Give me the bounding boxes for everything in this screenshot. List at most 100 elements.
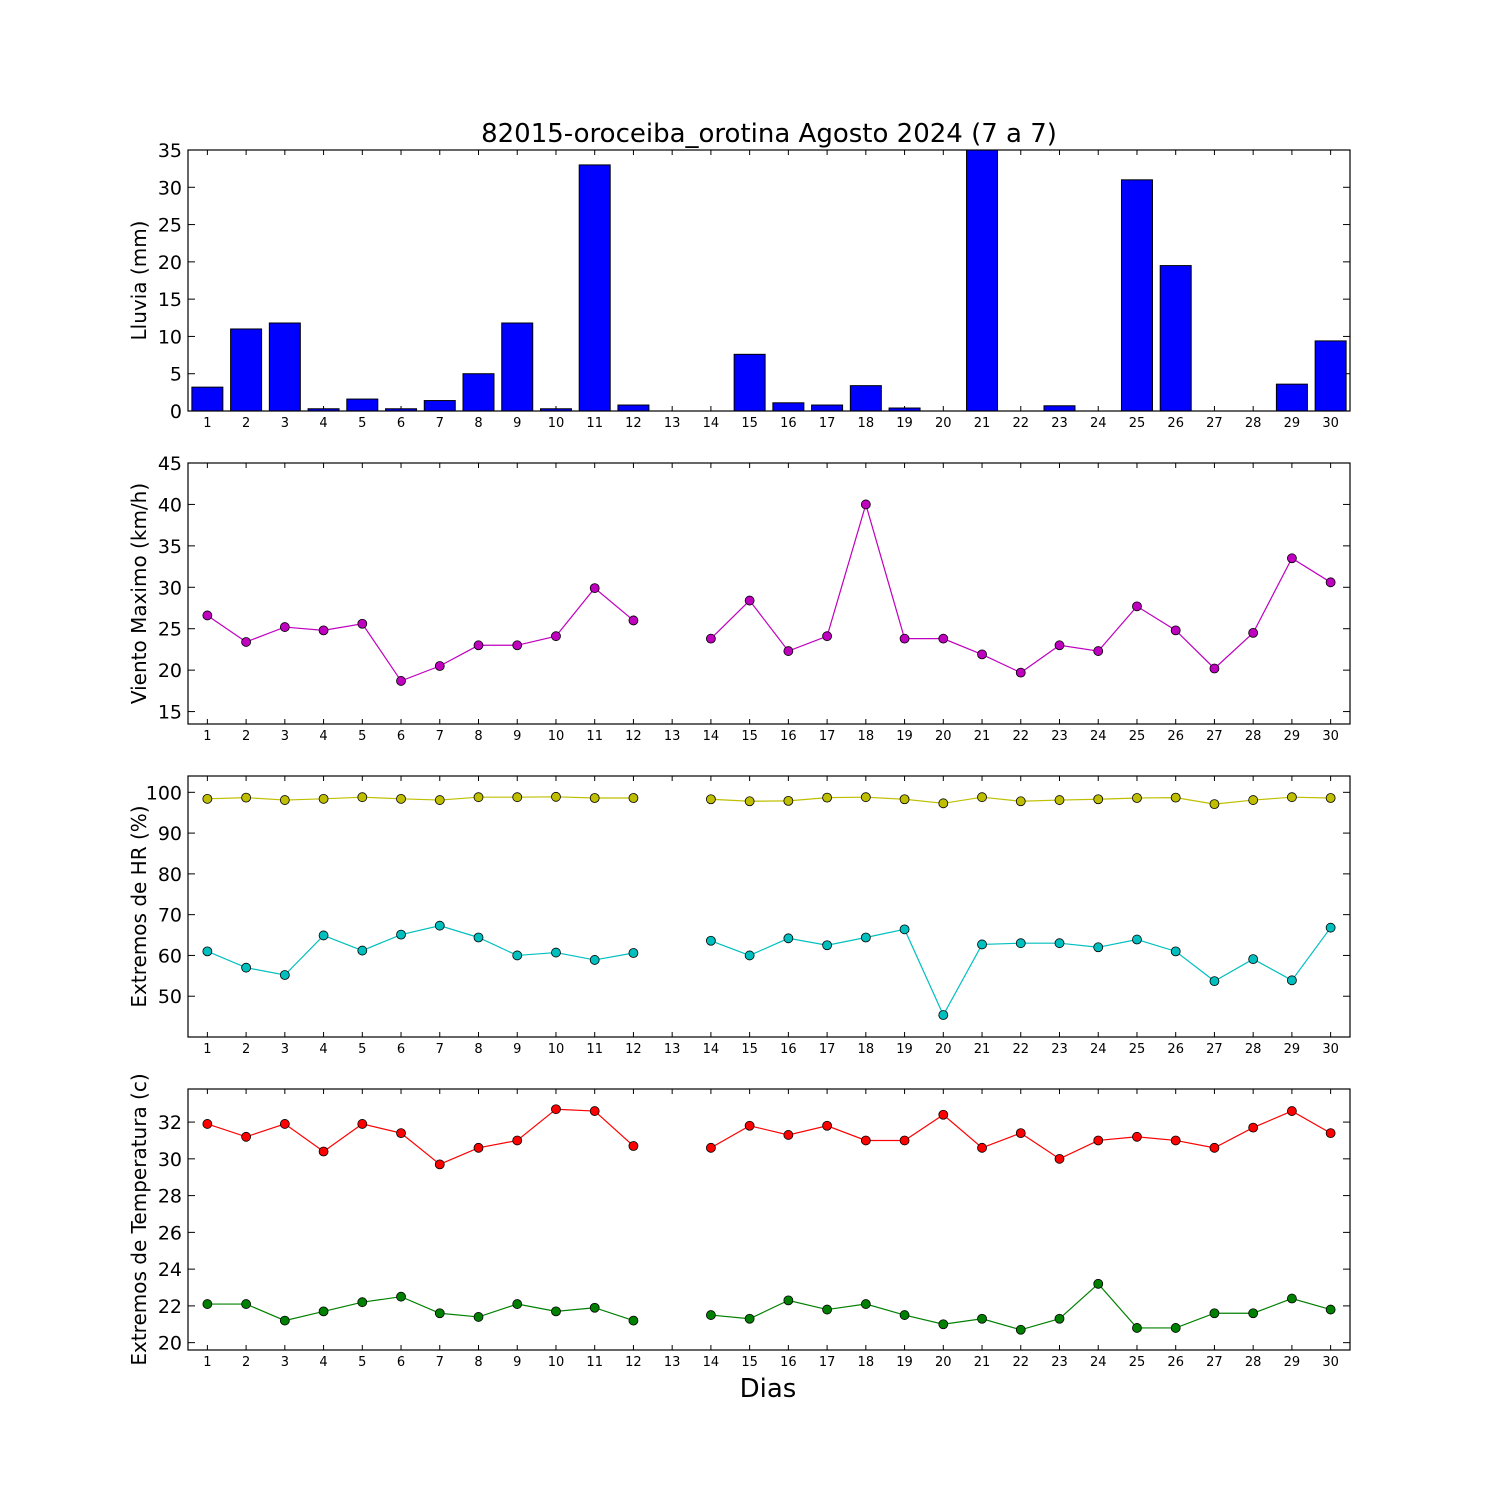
data-point xyxy=(977,1313,987,1324)
data-point xyxy=(551,1306,561,1317)
x-tick-label: 20 xyxy=(935,1042,952,1057)
data-point xyxy=(783,795,794,806)
y-tick-label: 0 xyxy=(170,401,182,423)
x-tick-label: 16 xyxy=(780,1042,797,1057)
x-tick-label: 27 xyxy=(1206,1042,1223,1057)
plot-frame xyxy=(187,775,1351,1038)
data-point xyxy=(241,1299,252,1309)
data-point xyxy=(396,1128,406,1139)
series-line xyxy=(207,796,634,801)
data-point xyxy=(938,1109,949,1120)
plot-frame xyxy=(187,462,1351,725)
data-point xyxy=(202,610,213,621)
x-tick-label: 8 xyxy=(474,416,482,431)
data-point xyxy=(473,932,484,943)
data-point xyxy=(1054,1153,1065,1164)
data-point xyxy=(434,920,445,931)
y-tick-label: 32 xyxy=(158,1112,182,1134)
data-point xyxy=(860,1135,871,1146)
data-point xyxy=(1209,799,1220,810)
data-point xyxy=(1209,1142,1220,1153)
x-tick-label: 3 xyxy=(281,729,289,744)
rain-bar xyxy=(772,402,805,411)
data-point xyxy=(860,932,871,943)
data-point xyxy=(977,792,987,803)
x-tick-label: 25 xyxy=(1129,416,1146,431)
series-line xyxy=(207,925,634,976)
data-point xyxy=(938,633,949,644)
data-point xyxy=(318,625,329,636)
data-point xyxy=(1325,1304,1336,1315)
data-point xyxy=(899,1310,910,1320)
x-tick-label: 16 xyxy=(780,416,797,431)
x-tick-label: 4 xyxy=(319,729,327,744)
rain-bar xyxy=(191,386,224,411)
x-tick-label: 12 xyxy=(625,729,642,744)
x-tick-label: 30 xyxy=(1322,1355,1339,1370)
y-tick-label: 30 xyxy=(158,577,182,599)
x-tick-label: 17 xyxy=(819,1042,836,1057)
x-tick-label: 14 xyxy=(703,729,720,744)
data-point xyxy=(512,950,523,961)
x-tick-label: 29 xyxy=(1284,1042,1301,1057)
x-tick-label: 4 xyxy=(319,1042,327,1057)
x-tick-label: 13 xyxy=(664,1355,681,1370)
y-tick-label: 50 xyxy=(158,986,182,1008)
x-tick-label: 10 xyxy=(548,416,565,431)
data-point xyxy=(279,1315,290,1326)
data-point xyxy=(860,499,871,510)
x-tick-label: 15 xyxy=(741,729,758,744)
x-tick-label: 24 xyxy=(1090,1355,1107,1370)
x-tick-label: 12 xyxy=(625,1355,642,1370)
data-point xyxy=(1248,795,1259,805)
data-point xyxy=(1093,794,1104,805)
x-tick-label: 22 xyxy=(1012,1042,1029,1057)
y-tick-label: 25 xyxy=(158,619,182,641)
data-point xyxy=(783,1130,794,1140)
x-tick-label: 9 xyxy=(513,729,521,744)
x-tick-label: 8 xyxy=(474,1042,482,1057)
y-tick-label: 24 xyxy=(158,1259,182,1281)
x-tick-label: 27 xyxy=(1206,729,1223,744)
data-point xyxy=(706,794,716,805)
x-tick-label: 14 xyxy=(703,1355,720,1370)
data-point xyxy=(1248,954,1259,965)
data-point xyxy=(279,970,290,980)
x-tick-label: 19 xyxy=(896,416,913,431)
data-point xyxy=(512,1299,523,1309)
rain-bar xyxy=(849,385,882,411)
data-point xyxy=(977,939,987,950)
y-tick-label: 35 xyxy=(158,536,182,558)
x-tick-label: 23 xyxy=(1051,1042,1068,1057)
data-point xyxy=(551,631,561,642)
data-point xyxy=(318,1146,329,1157)
rain-bar xyxy=(1120,179,1153,411)
x-tick-label: 11 xyxy=(586,1042,603,1057)
data-point xyxy=(241,792,252,803)
x-tick-label: 7 xyxy=(436,1355,444,1370)
data-point xyxy=(357,1297,368,1308)
data-point xyxy=(434,1308,445,1319)
data-point xyxy=(241,1131,252,1142)
x-tick-label: 2 xyxy=(242,1355,250,1370)
x-tick-label: 23 xyxy=(1051,416,1068,431)
x-tick-label: 17 xyxy=(819,416,836,431)
data-point xyxy=(1248,627,1259,638)
x-tick-label: 26 xyxy=(1167,729,1184,744)
data-point xyxy=(434,1159,445,1170)
data-point xyxy=(357,792,368,803)
rain-bar xyxy=(733,353,766,411)
data-point xyxy=(1054,640,1065,651)
y-tick-label: 15 xyxy=(158,702,182,724)
x-tick-label: 30 xyxy=(1322,729,1339,744)
x-tick-label: 16 xyxy=(780,1355,797,1370)
x-tick-label: 9 xyxy=(513,1355,521,1370)
data-point xyxy=(628,615,639,626)
data-point xyxy=(628,793,639,803)
y-tick-label: 60 xyxy=(158,945,182,967)
x-tick-label: 27 xyxy=(1206,416,1223,431)
data-point xyxy=(938,798,949,809)
x-tick-label: 5 xyxy=(358,416,366,431)
